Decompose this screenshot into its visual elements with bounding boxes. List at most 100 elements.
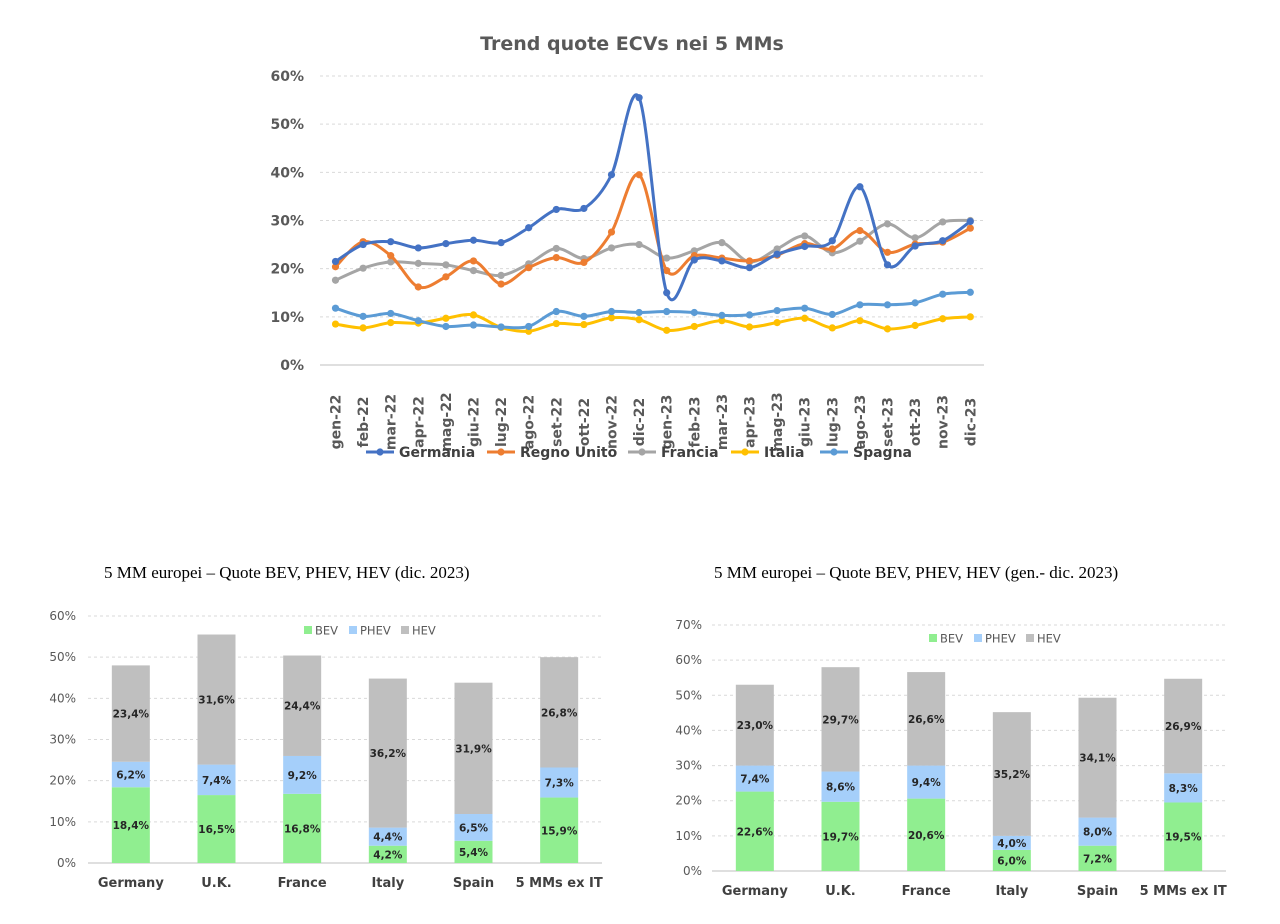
data-point <box>635 316 643 324</box>
data-label: 31,9% <box>455 743 492 755</box>
data-point <box>442 240 450 248</box>
legend-item: PHEV <box>974 632 1016 646</box>
data-label: 19,5% <box>1165 832 1202 844</box>
data-point <box>469 266 478 275</box>
bar-segment-phev <box>111 761 150 788</box>
data-label: 24,4% <box>284 701 321 713</box>
legend-item: BEV <box>929 632 963 646</box>
data-label: 19,7% <box>822 831 859 843</box>
data-point <box>773 245 781 253</box>
data-point <box>607 314 616 322</box>
data-label: 34,1% <box>1079 753 1116 765</box>
bar-segment-bev <box>821 801 860 871</box>
x-tick-label: ott-22 <box>577 398 593 446</box>
legend-label: HEV <box>412 624 436 638</box>
data-label: 26,9% <box>1165 721 1202 733</box>
data-point <box>552 205 560 214</box>
data-point <box>552 319 560 328</box>
legend-marker <box>741 448 749 456</box>
data-point <box>331 257 340 266</box>
data-label: 5,4% <box>459 847 489 859</box>
data-point <box>718 239 726 247</box>
y-tick-label: 50% <box>675 688 702 702</box>
data-point <box>442 314 450 322</box>
data-point <box>331 263 340 271</box>
data-point <box>856 237 864 245</box>
category-label: Spain <box>453 876 494 891</box>
legend-item: HEV <box>401 624 436 638</box>
legend-item: Regno Unito <box>487 445 618 461</box>
data-point <box>359 312 367 320</box>
data-point <box>745 311 754 319</box>
line-chart: Trend quote ECVs nei 5 MMs 0% 10% 20% 30% 40%… <box>270 33 984 461</box>
data-point <box>883 261 892 269</box>
data-point <box>663 307 671 316</box>
y-tick-label: 30% <box>675 759 702 773</box>
y-tick-label: 40% <box>270 165 304 181</box>
data-point <box>635 94 643 102</box>
data-point <box>773 319 781 327</box>
data-point <box>469 236 478 244</box>
legend-swatch <box>304 626 312 634</box>
y-tick-label: 60% <box>675 653 702 667</box>
data-point <box>414 259 422 267</box>
data-point <box>911 299 919 307</box>
y-tick-label: 0% <box>57 856 76 870</box>
data-point <box>801 242 809 251</box>
legend-swatch <box>974 634 982 642</box>
x-tick-label: apr-23 <box>743 396 759 448</box>
data-point <box>552 253 560 262</box>
bar-segment-phev <box>197 764 236 796</box>
x-tick-label: mar-22 <box>384 394 400 450</box>
data-label: 23,0% <box>737 720 774 732</box>
data-point <box>856 227 864 235</box>
data-point <box>580 204 588 213</box>
data-point <box>414 283 422 291</box>
series-line <box>335 290 971 330</box>
bar-segment-hev <box>454 682 493 815</box>
bar-segment-bev <box>540 797 579 863</box>
y-tick-label: 10% <box>270 310 304 326</box>
data-label: 36,2% <box>370 748 407 760</box>
y-tick-label: 10% <box>49 815 76 829</box>
data-point <box>801 232 809 240</box>
data-label: 9,2% <box>288 770 318 782</box>
data-point <box>525 264 533 272</box>
data-point <box>690 322 698 331</box>
data-point <box>939 237 947 245</box>
data-point <box>635 171 643 179</box>
data-point <box>552 244 560 253</box>
data-label: 8,6% <box>826 782 856 794</box>
data-point <box>883 325 892 333</box>
data-point <box>497 239 505 247</box>
legend-label: Spagna <box>853 445 912 461</box>
legend-item: Spagna <box>820 445 912 461</box>
line-chart-title: Trend quote ECVs nei 5 MMs <box>480 33 784 55</box>
data-label: 16,8% <box>284 823 321 835</box>
data-label: 6,0% <box>997 855 1027 867</box>
bar-segment-hev <box>540 657 579 768</box>
category-label: Germany <box>98 876 164 891</box>
legend-marker <box>638 448 646 456</box>
y-tick-label: 60% <box>270 69 304 85</box>
y-tick-label: 40% <box>675 723 702 737</box>
data-point <box>718 311 726 319</box>
legend-item: HEV <box>1026 632 1061 646</box>
bar-segment-phev <box>735 765 774 792</box>
category-label: 5 MMs ex IT <box>516 876 603 891</box>
data-point <box>856 317 864 325</box>
data-point <box>607 228 616 236</box>
bar-segment-hev <box>821 667 860 772</box>
bar-segment-phev <box>992 835 1031 850</box>
bar-segment-bev <box>1078 845 1117 871</box>
x-tick-label: lug-22 <box>494 397 510 447</box>
bar-segment-bev <box>992 849 1031 871</box>
x-tick-label: gen-22 <box>329 395 345 450</box>
data-label: 26,6% <box>908 714 945 726</box>
data-point <box>359 324 367 332</box>
data-label: 4,4% <box>373 832 403 844</box>
data-point <box>607 171 616 179</box>
x-tick-label: set-22 <box>549 397 565 447</box>
bar-segment-hev <box>197 634 236 765</box>
data-point <box>442 273 450 281</box>
